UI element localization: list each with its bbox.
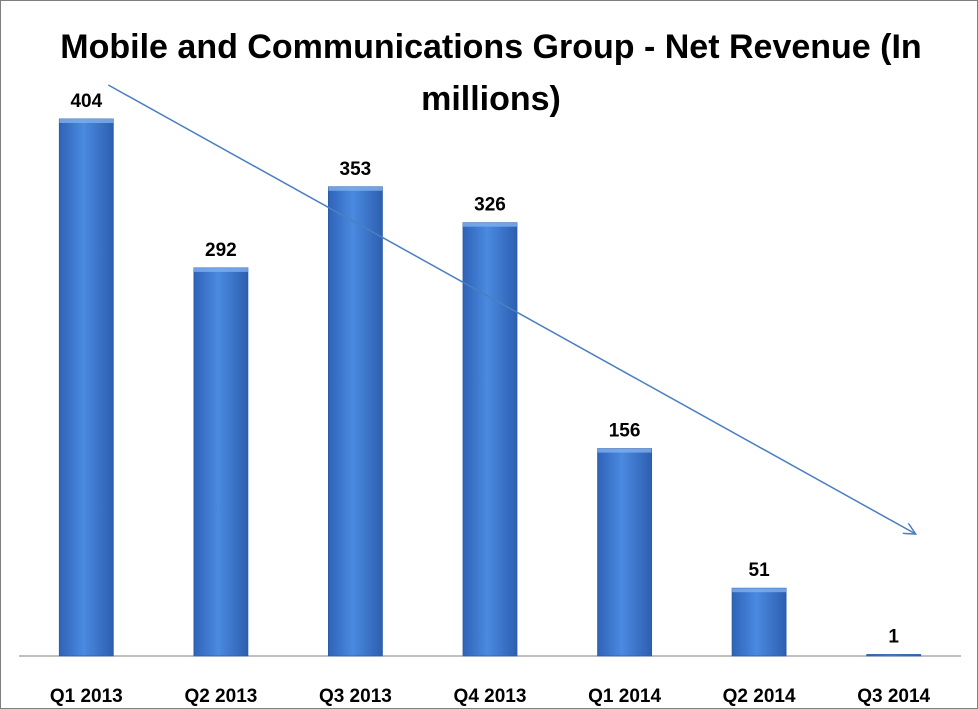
bar-q2-2013 xyxy=(193,267,249,657)
data-label: 353 xyxy=(340,159,372,180)
x-tick-label: Q4 2013 xyxy=(454,686,527,707)
x-tick-label: Q1 2013 xyxy=(50,686,123,707)
chart-title: Mobile and Communications Group - Net Re… xyxy=(60,28,922,118)
x-tick-label: Q2 2013 xyxy=(184,686,257,707)
bar-bevel xyxy=(732,588,787,593)
bar-bevel xyxy=(463,222,517,227)
bar-bevel xyxy=(59,119,114,123)
bar-bevel xyxy=(597,448,652,453)
data-label: 51 xyxy=(749,560,771,581)
bar-q1-2013 xyxy=(58,118,114,657)
bar-q3-2014 xyxy=(866,654,922,657)
data-label: 292 xyxy=(205,240,237,261)
trend-arrow xyxy=(107,84,915,534)
x-tick-label: Q3 2013 xyxy=(319,686,392,707)
data-label: 156 xyxy=(609,421,641,442)
bar-bevel xyxy=(193,267,248,272)
data-label: 1 xyxy=(888,627,899,648)
bar-bevel xyxy=(328,186,383,191)
x-tick-label: Q2 2014 xyxy=(723,686,796,707)
bar-q1-2014 xyxy=(597,448,652,657)
bar-q4-2013 xyxy=(462,222,518,657)
x-tick-label: Q1 2014 xyxy=(588,686,661,707)
data-label: 404 xyxy=(70,91,102,112)
data-label: 326 xyxy=(474,195,506,216)
bar-q2-2014 xyxy=(731,587,787,657)
bar-q3-2013 xyxy=(327,186,383,657)
x-tick-label: Q3 2014 xyxy=(857,686,930,707)
